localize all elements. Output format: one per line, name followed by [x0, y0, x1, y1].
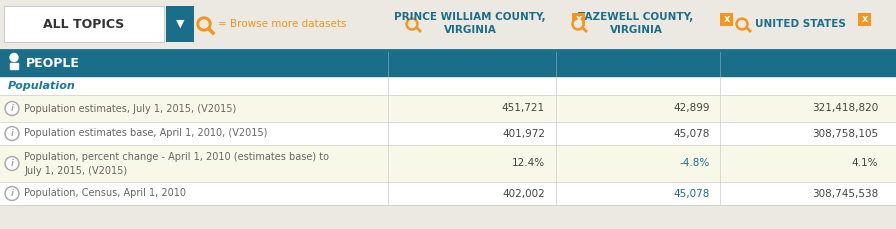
FancyBboxPatch shape: [720, 13, 733, 26]
FancyArrow shape: [10, 63, 18, 68]
FancyBboxPatch shape: [166, 6, 194, 42]
Text: x: x: [723, 14, 729, 25]
Circle shape: [5, 186, 19, 201]
Text: 401,972: 401,972: [502, 128, 545, 139]
Text: i: i: [11, 159, 13, 168]
Text: Population, percent change - April 1, 2010 (estimates base) to: Population, percent change - April 1, 20…: [24, 152, 329, 161]
FancyBboxPatch shape: [0, 95, 896, 122]
Text: ▼: ▼: [176, 19, 185, 29]
Text: i: i: [11, 129, 13, 138]
Text: PEOPLE: PEOPLE: [26, 57, 80, 70]
Circle shape: [6, 158, 18, 169]
FancyBboxPatch shape: [0, 182, 896, 205]
Circle shape: [572, 18, 584, 30]
FancyBboxPatch shape: [0, 77, 896, 95]
Circle shape: [406, 18, 418, 30]
FancyBboxPatch shape: [0, 0, 896, 50]
FancyBboxPatch shape: [4, 6, 164, 42]
Text: i: i: [11, 189, 13, 198]
Text: VIRGINIA: VIRGINIA: [444, 25, 496, 35]
Text: i: i: [11, 104, 13, 113]
Circle shape: [200, 20, 208, 28]
Circle shape: [6, 103, 18, 114]
Text: 308,745,538: 308,745,538: [812, 188, 878, 199]
Text: Population estimates base, April 1, 2010, (V2015): Population estimates base, April 1, 2010…: [24, 128, 267, 139]
Text: VIRGINIA: VIRGINIA: [609, 25, 662, 35]
Circle shape: [5, 126, 19, 141]
Circle shape: [574, 21, 582, 27]
Text: 308,758,105: 308,758,105: [812, 128, 878, 139]
Text: x: x: [575, 14, 582, 25]
Text: 45,078: 45,078: [674, 128, 710, 139]
Circle shape: [6, 188, 18, 199]
Text: = Browse more datasets: = Browse more datasets: [218, 19, 347, 29]
Text: Population, Census, April 1, 2010: Population, Census, April 1, 2010: [24, 188, 186, 199]
Text: 42,899: 42,899: [674, 104, 710, 114]
Text: 451,721: 451,721: [502, 104, 545, 114]
Circle shape: [197, 17, 211, 31]
FancyBboxPatch shape: [0, 145, 896, 182]
Circle shape: [6, 128, 18, 139]
Text: 4.1%: 4.1%: [851, 158, 878, 169]
Text: 321,418,820: 321,418,820: [812, 104, 878, 114]
Text: 12.4%: 12.4%: [512, 158, 545, 169]
Text: Population: Population: [8, 81, 76, 91]
Text: ALL TOPICS: ALL TOPICS: [43, 17, 125, 30]
Text: PRINCE WILLIAM COUNTY,: PRINCE WILLIAM COUNTY,: [394, 12, 546, 22]
Text: 402,002: 402,002: [503, 188, 545, 199]
Circle shape: [10, 54, 18, 62]
Text: July 1, 2015, (V2015): July 1, 2015, (V2015): [24, 166, 127, 175]
FancyBboxPatch shape: [858, 13, 871, 26]
FancyBboxPatch shape: [572, 13, 585, 26]
Text: 45,078: 45,078: [674, 188, 710, 199]
Text: x: x: [861, 14, 867, 25]
Circle shape: [5, 156, 19, 171]
FancyBboxPatch shape: [0, 50, 896, 77]
Text: -4.8%: -4.8%: [680, 158, 710, 169]
Circle shape: [409, 21, 416, 27]
Text: Population estimates, July 1, 2015, (V2015): Population estimates, July 1, 2015, (V20…: [24, 104, 237, 114]
Circle shape: [736, 18, 748, 30]
FancyBboxPatch shape: [0, 122, 896, 145]
Text: TAZEWELL COUNTY,: TAZEWELL COUNTY,: [579, 12, 694, 22]
Circle shape: [5, 101, 19, 115]
Text: UNITED STATES: UNITED STATES: [754, 19, 846, 29]
Circle shape: [738, 21, 745, 27]
